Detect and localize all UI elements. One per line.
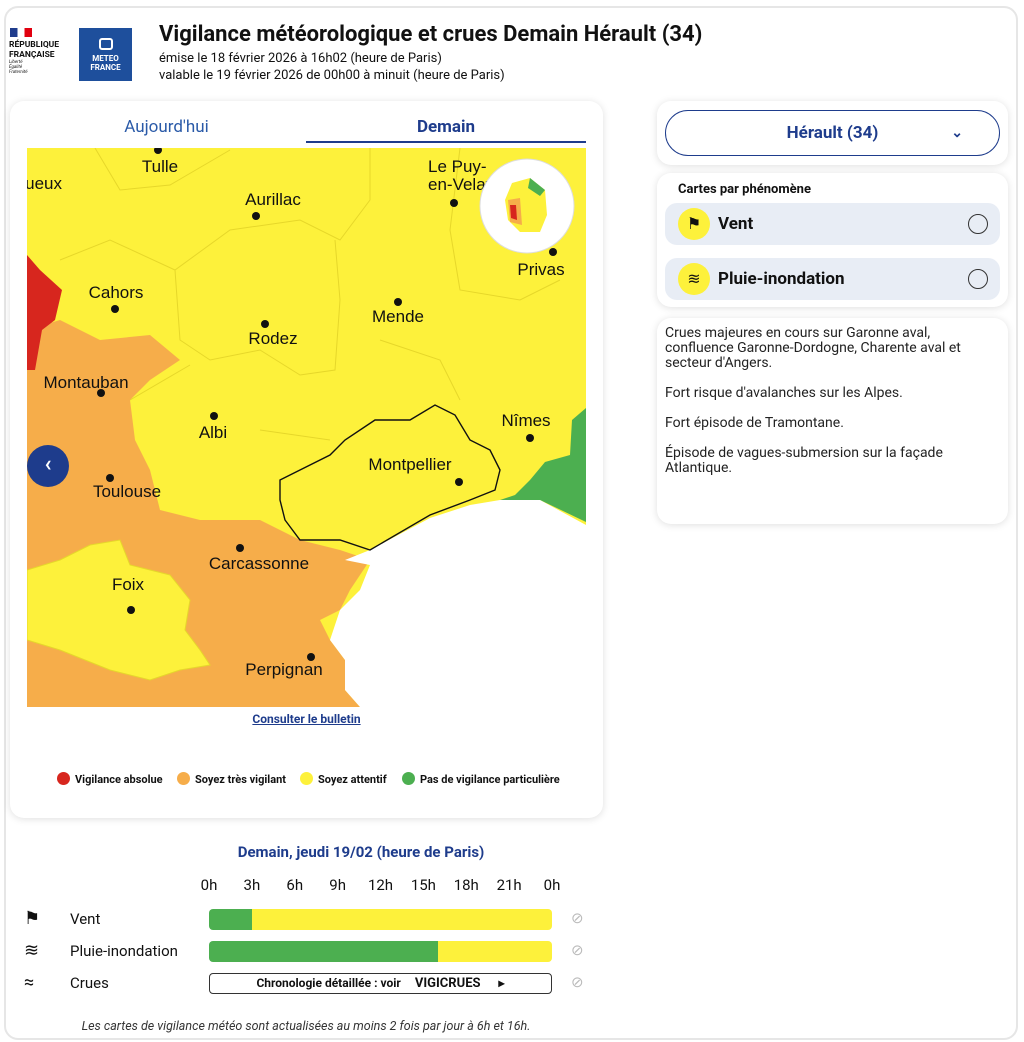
legend-dot (57, 772, 70, 785)
title: Vigilance météorologique et crues Demain… (159, 22, 703, 47)
rf-logo: RÉPUBLIQUE FRANÇAISE Liberté Égalité Fra… (9, 40, 59, 75)
herault-outline (279, 404, 501, 551)
hour-label: 3h (243, 876, 261, 894)
valid: valable le 19 février 2026 de 00h00 à mi… (159, 68, 505, 83)
vigicrues-button[interactable]: Chronologie détaillée : voir VIGICRUES ▸ (209, 973, 552, 994)
legend-label: Soyez très vigilant (195, 773, 286, 786)
row-label: Vent (70, 910, 101, 928)
button-text: Chronologie détaillée : voir (256, 976, 401, 990)
rf-motto: Fraternité (9, 70, 28, 75)
city: Mende (372, 307, 424, 326)
hour-label: 6h (286, 876, 304, 894)
prev-button[interactable]: ‹ (27, 445, 69, 487)
phenomenon-label: Vent (718, 214, 754, 234)
note: Crues majeures en cours sur Garonne aval… (665, 325, 961, 371)
city: Cahors (89, 283, 144, 302)
timeline-segment (437, 941, 552, 962)
timeline-title: Demain, jeudi 19/02 (heure de Paris) (237, 843, 485, 861)
zone-red (27, 255, 62, 370)
legend-label: Soyez attentif (318, 773, 387, 786)
phenomenon-label: Pluie-inondation (718, 269, 845, 289)
page-frame (4, 6, 1018, 1040)
mf-line: METEO (92, 54, 119, 63)
hide-toggle[interactable]: ⊘ (571, 941, 584, 959)
sea (330, 500, 586, 707)
phenomena-title: Cartes par phénomène (678, 182, 811, 197)
row-icon: ≈ (24, 972, 35, 993)
select-card (657, 101, 1008, 165)
footnote: Les cartes de vigilance météo sont actua… (81, 1019, 531, 1034)
city: Albi (199, 423, 227, 442)
phenomenon-icon: ≋ (678, 263, 710, 295)
phenomenon-row[interactable] (665, 203, 1000, 245)
issued: émise le 18 février 2026 à 16h02 (heure … (159, 51, 442, 66)
rf-line: FRANÇAISE (9, 50, 55, 60)
rf-motto: Liberté (9, 60, 23, 65)
mf-logo: METEO FRANCE (79, 28, 132, 81)
city: Tulle (142, 157, 178, 176)
timeline-segment (209, 941, 438, 962)
bulletin-link[interactable]: Consulter le bulletin (252, 712, 361, 726)
city: en-Velay (428, 175, 495, 194)
city: Le Puy- (428, 157, 487, 176)
legend-dot (177, 772, 190, 785)
tab[interactable]: Aujourd'hui (124, 117, 209, 137)
mf-line: FRANCE (90, 63, 121, 72)
city: Nîmes (501, 411, 550, 430)
city: Périgueux (27, 174, 62, 193)
legend-dot (300, 772, 313, 785)
note: Fort épisode de Tramontane. (665, 415, 844, 431)
legend-label: Vigilance absolue (75, 773, 163, 786)
hide-toggle[interactable]: ⊘ (571, 909, 584, 927)
notes-card (657, 318, 1008, 524)
city: Montauban (43, 373, 128, 392)
brand: VIGICRUES (414, 976, 481, 991)
timeline-segment (251, 909, 552, 930)
hide-toggle[interactable]: ⊘ (571, 973, 584, 991)
rf-line: RÉPUBLIQUE (9, 40, 60, 50)
phenomenon-icon: ⚑ (678, 208, 710, 240)
hour-label: 12h (367, 876, 394, 894)
radio[interactable] (968, 269, 988, 289)
legend-label: Pas de vigilance particulière (420, 773, 560, 786)
hour-label: 18h (453, 876, 479, 894)
city: Toulouse (93, 482, 161, 501)
hour-label: 0h (200, 876, 218, 894)
hour-label: 0h (543, 876, 561, 894)
city: Perpignan (245, 660, 323, 679)
zone-green (500, 408, 586, 522)
city: Montpellier (368, 455, 451, 474)
dept-select[interactable]: Hérault (34) ⌄ (665, 110, 1000, 156)
zone-yellow (27, 539, 211, 681)
row-label: Pluie-inondation (70, 942, 178, 960)
thumb-map (510, 205, 517, 220)
rf-motto: Égalité (9, 65, 23, 70)
thumb-map (528, 178, 545, 196)
city: Foix (112, 575, 145, 594)
hour-label: 9h (329, 876, 346, 894)
legend-dot (402, 772, 415, 785)
city: Rodez (248, 329, 297, 348)
radio[interactable] (968, 214, 988, 234)
note: Fort risque d'avalanches sur les Alpes. (665, 385, 903, 401)
dept-select-label: Hérault (34) (786, 123, 879, 143)
city: Carcassonne (209, 554, 309, 573)
notes: Crues majeures en cours sur Garonne aval… (665, 326, 995, 491)
tab-active[interactable]: Demain (306, 117, 586, 143)
map: Tulle Périgueux Aurillac Le Puy- en-Vela… (27, 148, 586, 707)
flag (10, 28, 32, 37)
city: Aurillac (245, 190, 301, 209)
hour-label: 15h (410, 876, 436, 894)
row-icon: ⚑ (24, 908, 41, 929)
hour-label: 21h (496, 876, 522, 894)
row-label: Crues (70, 974, 109, 992)
phenomenon-row[interactable] (665, 258, 1000, 300)
timeline-segment (209, 909, 252, 930)
row-icon: ≋ (24, 940, 40, 961)
note: Épisode de vagues-submersion sur la faça… (665, 445, 943, 476)
city: Privas (517, 260, 564, 279)
